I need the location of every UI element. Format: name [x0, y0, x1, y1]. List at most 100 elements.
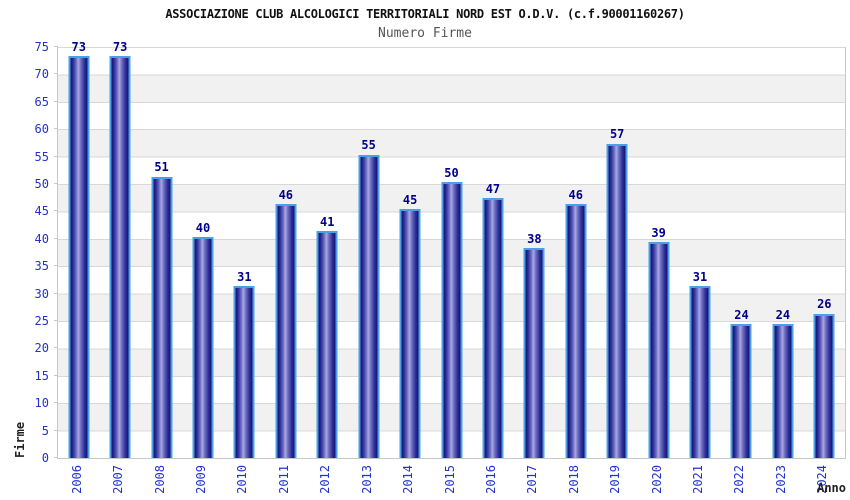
bar-slot: 73 2007	[99, 40, 140, 494]
bar-value-label: 41	[320, 215, 335, 230]
bar-slot: 24 2023	[762, 47, 803, 494]
bar	[730, 324, 752, 458]
bar-slot: 46 2011	[265, 47, 306, 494]
chart-subtitle: Numero Firme	[378, 26, 472, 41]
bar-value-label: 24	[734, 308, 749, 323]
bar-slot: 51 2008	[141, 47, 182, 494]
y-tick-mark	[54, 210, 58, 212]
bar-value-label: 51	[154, 160, 169, 175]
x-tick-label: 2013	[359, 465, 374, 494]
y-tick-mark	[54, 292, 58, 294]
bar-slot: 38 2017	[514, 47, 555, 494]
y-tick-mark	[54, 402, 58, 404]
bar	[813, 313, 835, 458]
x-tick-label: 2014	[401, 465, 416, 494]
bar-value-label: 47	[485, 182, 501, 197]
x-tick-label: 2007	[111, 465, 126, 494]
bar-slot: 39 2020	[638, 47, 679, 494]
bar-slot: 31 2021	[679, 47, 720, 494]
y-tick-label: 55	[34, 149, 49, 164]
bar-slot: 31 2010	[224, 47, 265, 494]
bar-value-label: 31	[692, 269, 708, 284]
bar-value-label: 73	[71, 39, 86, 54]
x-tick-label: 2017	[525, 465, 540, 494]
bar	[358, 154, 380, 458]
bar-value-label: 24	[775, 308, 791, 323]
y-tick-mark	[54, 320, 58, 322]
y-tick-mark	[54, 46, 58, 47]
y-tick-mark	[54, 183, 58, 185]
x-tick-label: 2023	[773, 465, 788, 494]
y-tick-label: 60	[34, 122, 49, 137]
y-tick-mark	[54, 155, 58, 157]
y-tick-label: 70	[34, 67, 49, 82]
y-tick-mark	[54, 457, 58, 458]
bar-slot: 24 2022	[721, 47, 762, 494]
bar-slot: 41 2012	[307, 47, 348, 494]
bar-value-label: 46	[568, 187, 583, 202]
y-tick-label: 15	[34, 368, 49, 383]
bar-value-label: 31	[237, 269, 252, 284]
bar-value-label: 40	[195, 220, 211, 235]
y-tick-mark	[54, 128, 58, 130]
x-tick-label: 2021	[691, 465, 706, 494]
bar-value-label: 46	[278, 187, 294, 202]
bars-row: 73 2006 73 2007 51 2008 40 2009 31 2010 46 2011 41 20…	[58, 40, 845, 494]
y-tick-label: 0	[41, 451, 49, 465]
chart-title: ASSOCIAZIONE CLUB ALCOLOGICI TERRITORIAL…	[165, 7, 685, 21]
bar-value-label: 57	[609, 127, 625, 142]
y-tick-label: 50	[34, 177, 49, 192]
y-tick-label: 65	[34, 94, 49, 109]
bar-value-label: 38	[527, 231, 542, 246]
x-tick-label: 2008	[152, 465, 167, 494]
bar	[275, 203, 297, 458]
x-tick-label: 2018	[566, 465, 581, 494]
y-tick-mark	[54, 429, 58, 431]
bar	[399, 209, 421, 458]
bar-value-label: 45	[402, 193, 418, 208]
y-axis-title: Firme	[13, 421, 27, 458]
plot-area: 73 2006 73 2007 51 2008 40 2009 31 2010 46 2011 41 20…	[35, 40, 846, 494]
x-tick-label: 2022	[732, 465, 747, 494]
bar-value-label: 26	[817, 297, 832, 312]
x-tick-label: 2020	[649, 465, 664, 494]
y-tick-mark	[54, 265, 58, 267]
x-tick-label: 2006	[69, 465, 84, 494]
y-tick-mark	[54, 374, 58, 376]
bar-slot: 45 2014	[389, 47, 430, 494]
bar-slot: 57 2019	[596, 47, 637, 494]
bar	[482, 198, 504, 458]
y-tick-mark	[54, 347, 58, 349]
y-tick-mark	[54, 237, 58, 239]
bar	[565, 203, 587, 458]
bar-slot: 50 2015	[431, 47, 472, 494]
bar-slot: 73 2006	[58, 40, 99, 494]
x-tick-label: 2011	[276, 465, 291, 494]
bar	[68, 55, 90, 458]
bar-slot: 26 2024	[804, 47, 845, 494]
y-tick-label: 75	[34, 40, 49, 54]
bar-slot: 55 2013	[348, 47, 389, 494]
y-tick-label: 5	[41, 423, 49, 438]
bar	[648, 242, 670, 458]
y-tick-mark	[54, 100, 58, 102]
y-tick-label: 45	[34, 204, 49, 219]
bar	[316, 231, 338, 458]
y-tick-mark	[54, 73, 58, 75]
bar-value-label: 39	[651, 226, 666, 241]
bar	[689, 286, 711, 458]
bar	[109, 55, 131, 458]
x-tick-label: 2009	[193, 465, 208, 494]
bar-slot: 46 2018	[555, 47, 596, 494]
bar	[523, 247, 545, 458]
y-tick-label: 40	[34, 231, 49, 246]
x-tick-label: 2016	[483, 465, 498, 494]
bar	[151, 176, 173, 458]
y-tick-label: 30	[34, 286, 49, 301]
x-tick-label: 2015	[442, 465, 457, 494]
bar-value-label: 55	[361, 138, 376, 153]
bar	[441, 182, 462, 458]
bar-value-label: 73	[112, 39, 128, 54]
bar-slot: 40 2009	[182, 47, 223, 494]
